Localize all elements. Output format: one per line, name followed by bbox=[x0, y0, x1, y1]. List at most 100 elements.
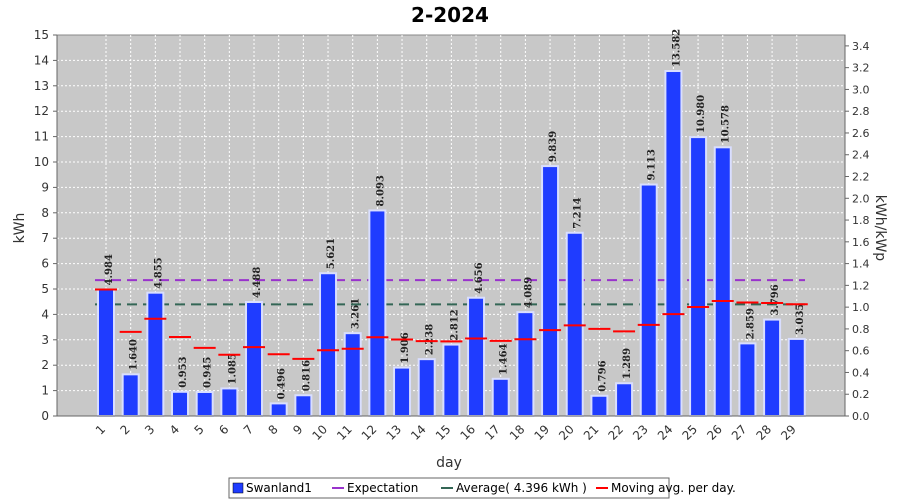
y2-tick-label: 0.8 bbox=[852, 323, 870, 336]
y2-tick-label: 2.6 bbox=[852, 127, 870, 140]
bar-value-label: 9.113 bbox=[647, 149, 658, 180]
bar-value-label: 4.488 bbox=[252, 267, 263, 298]
bar-value-label: 2.238 bbox=[425, 324, 436, 355]
bar-value-label: 13.582 bbox=[671, 29, 682, 67]
bar-value-label: 1.289 bbox=[622, 348, 633, 379]
x-tick-label: 3 bbox=[142, 422, 157, 437]
y2-tick-label: 1.2 bbox=[852, 279, 870, 292]
bar bbox=[787, 337, 806, 418]
bar bbox=[245, 301, 264, 417]
x-tick-label: 21 bbox=[581, 422, 602, 443]
x-tick-label: 29 bbox=[778, 422, 799, 443]
bar bbox=[368, 209, 387, 417]
bar bbox=[516, 311, 535, 418]
bar bbox=[713, 146, 732, 418]
x-tick-label: 7 bbox=[241, 422, 256, 437]
bar bbox=[319, 272, 338, 417]
y-tick-label: 5 bbox=[41, 282, 49, 296]
bar bbox=[171, 390, 190, 417]
bar-value-label: 4.855 bbox=[153, 257, 164, 288]
bar bbox=[146, 291, 165, 418]
x-tick-label: 24 bbox=[655, 422, 676, 443]
x-tick-label: 12 bbox=[359, 422, 380, 443]
legend-item-label: Moving avg. per day. bbox=[611, 481, 736, 495]
legend-item-label: Average( 4.396 kWh ) bbox=[456, 481, 587, 495]
y2-tick-label: 3.2 bbox=[852, 62, 870, 75]
x-axis-label: day bbox=[436, 455, 462, 471]
y-tick-label: 8 bbox=[41, 206, 49, 220]
y-tick-label: 9 bbox=[41, 180, 49, 194]
bar-value-label: 0.796 bbox=[597, 360, 608, 391]
bar-value-label: 3.796 bbox=[770, 284, 781, 315]
y2-tick-label: 1.6 bbox=[852, 236, 870, 249]
x-tick-label: 28 bbox=[754, 422, 775, 443]
bar bbox=[220, 387, 239, 418]
bar bbox=[763, 318, 782, 418]
bar bbox=[121, 373, 140, 417]
y-tick-label: 14 bbox=[34, 53, 49, 67]
bar bbox=[294, 394, 313, 417]
bar bbox=[689, 136, 708, 417]
x-tick-label: 26 bbox=[704, 422, 725, 443]
bar-value-label: 8.093 bbox=[375, 175, 386, 206]
bar bbox=[467, 296, 486, 418]
bar-value-label: 1.085 bbox=[227, 353, 238, 384]
y2-tick-label: 2.2 bbox=[852, 171, 870, 184]
x-tick-label: 11 bbox=[334, 422, 355, 443]
x-tick-label: 1 bbox=[93, 422, 108, 437]
y2-tick-label: 2.8 bbox=[852, 105, 870, 118]
x-tick-label: 15 bbox=[433, 422, 454, 443]
y2-tick-label: 2.0 bbox=[852, 192, 870, 205]
bar-value-label: 9.839 bbox=[548, 131, 559, 162]
bar bbox=[393, 366, 412, 417]
y-tick-label: 4 bbox=[41, 307, 49, 321]
bar-value-label: 4.656 bbox=[474, 262, 485, 293]
y-tick-label: 12 bbox=[34, 104, 49, 118]
bar-value-label: 1.640 bbox=[129, 339, 140, 370]
bar-value-label: 0.816 bbox=[301, 360, 312, 391]
legend-item-label: Expectation bbox=[347, 481, 418, 495]
bar-value-label: 3.261 bbox=[351, 298, 362, 329]
legend: Swanland1 Expectation Average( 4.396 kWh )… bbox=[228, 477, 736, 499]
bar-value-label: 1.906 bbox=[400, 332, 411, 363]
y-tick-label: 11 bbox=[34, 130, 49, 144]
x-tick-label: 6 bbox=[216, 422, 231, 437]
x-tick-label: 16 bbox=[457, 422, 478, 443]
bar bbox=[442, 343, 461, 417]
bar-value-label: 0.496 bbox=[277, 368, 288, 399]
y-tick-label: 6 bbox=[41, 257, 49, 271]
bar-value-label: 1.464 bbox=[499, 343, 510, 374]
y-tick-label: 0 bbox=[41, 409, 49, 423]
y-tick-label: 1 bbox=[41, 384, 49, 398]
x-tick-label: 8 bbox=[266, 422, 281, 437]
y-axis-label: kWh bbox=[12, 213, 28, 244]
chart-title: 2-2024 bbox=[411, 3, 489, 27]
bar bbox=[615, 382, 634, 417]
bar-value-label: 3.035 bbox=[795, 304, 806, 335]
bar bbox=[590, 394, 609, 417]
y-tick-label: 2 bbox=[41, 358, 49, 372]
y-tick-label: 10 bbox=[34, 155, 49, 169]
y2-tick-label: 1.4 bbox=[852, 258, 870, 271]
bar bbox=[541, 165, 560, 417]
x-tick-label: 10 bbox=[309, 422, 330, 443]
y-tick-label: 3 bbox=[41, 333, 49, 347]
y2-tick-label: 3.0 bbox=[852, 83, 870, 96]
y2-axis-label: kWh/kWp bbox=[872, 195, 888, 261]
x-tick-label: 14 bbox=[408, 422, 429, 443]
bar-value-label: 4.984 bbox=[104, 254, 115, 285]
bar-value-label: 4.089 bbox=[523, 277, 534, 308]
bar-value-label: 0.953 bbox=[178, 356, 189, 387]
x-tick-label: 25 bbox=[679, 422, 700, 443]
legend-swatch bbox=[232, 482, 244, 494]
bar-value-label: 7.214 bbox=[573, 197, 584, 228]
y-tick-label: 13 bbox=[34, 79, 49, 93]
bar bbox=[97, 288, 115, 417]
y2-tick-label: 2.4 bbox=[852, 149, 870, 162]
x-tick-label: 23 bbox=[630, 422, 651, 443]
y2-tick-label: 0.6 bbox=[852, 345, 870, 358]
x-tick-label: 22 bbox=[605, 422, 626, 443]
x-tick-label: 5 bbox=[191, 422, 206, 437]
bar bbox=[738, 342, 757, 418]
